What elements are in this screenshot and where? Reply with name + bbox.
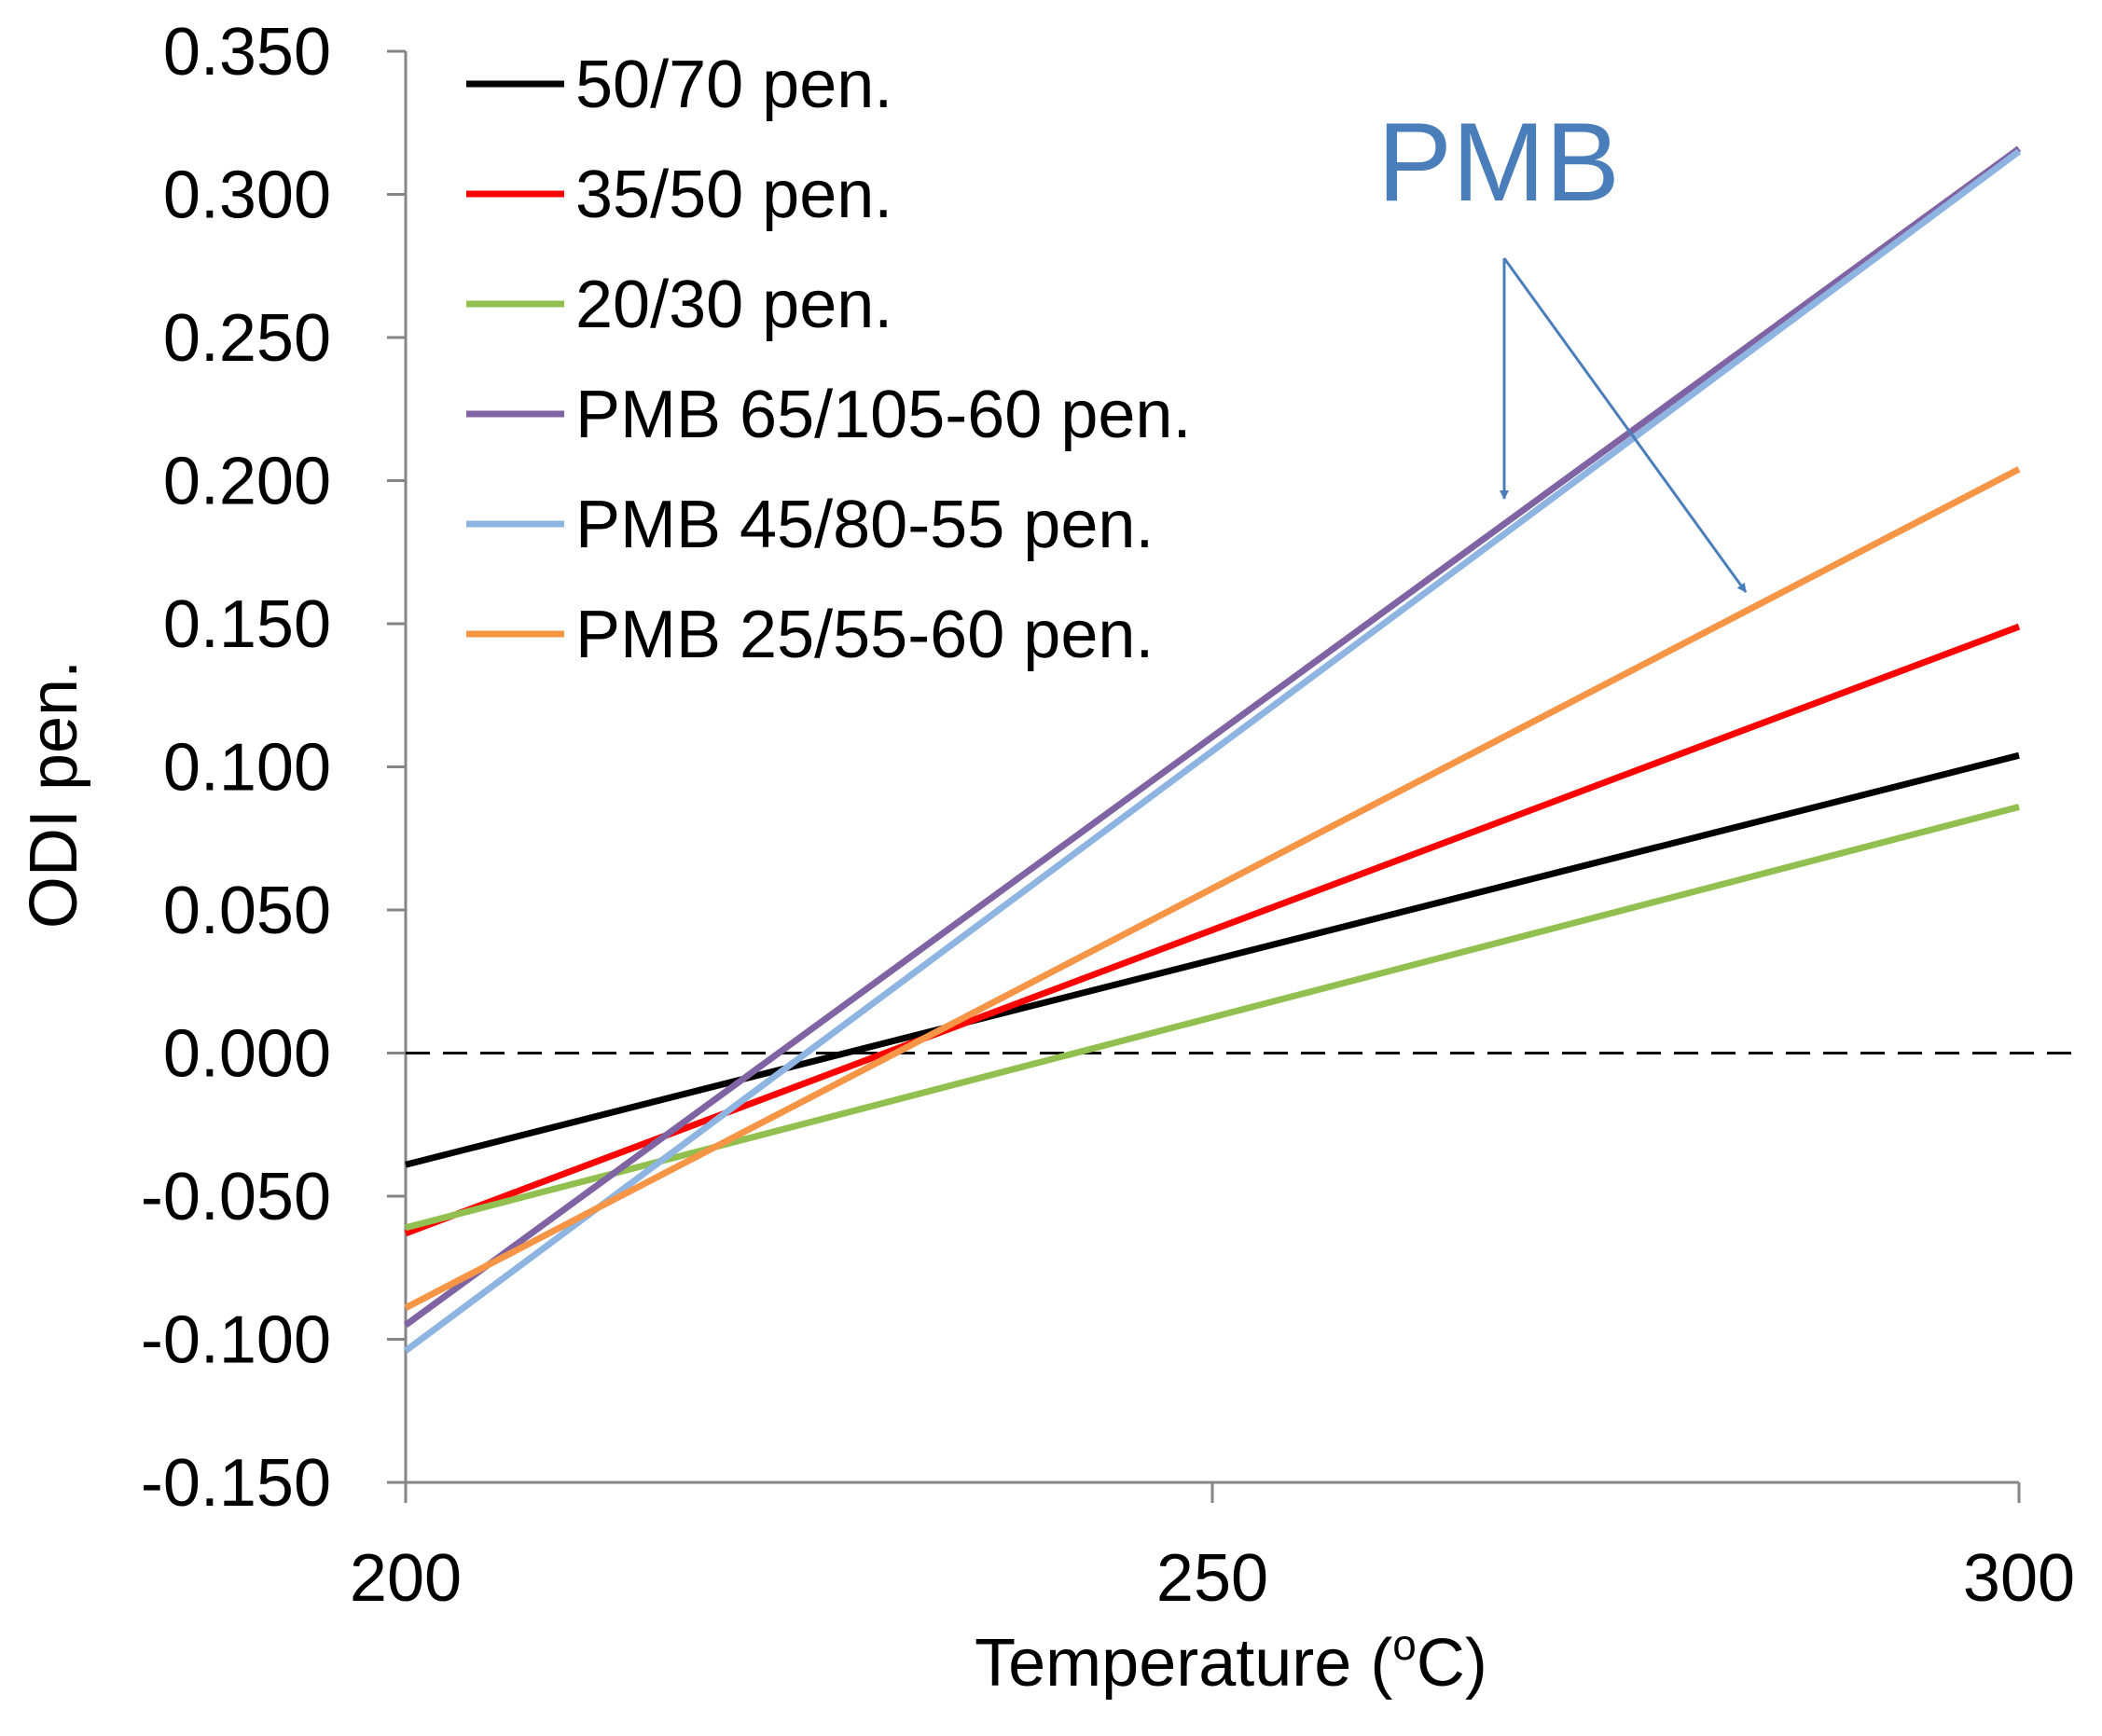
legend-label: 35/50 pen. — [575, 158, 892, 232]
y-tick-label: -0.100 — [141, 1303, 331, 1378]
series-line-pmb-25-55-60-pen — [404, 466, 2021, 1311]
legend: 50/70 pen. 35/50 pen. 20/30 pen. PMB 65/105… — [466, 48, 1191, 672]
y-tick-label: 0.300 — [163, 158, 331, 233]
series-line-pmb-45-80-55-pen — [403, 148, 2022, 1354]
y-tick-label: 0.350 — [163, 15, 331, 90]
pmb-annotation-label: PMB — [1377, 100, 1620, 225]
series-line-pmb-65-105-60-pen — [403, 145, 2022, 1328]
x-axis-title-superscript: o — [1392, 1620, 1417, 1669]
y-axis-title: ODI pen. — [17, 660, 91, 929]
axes — [404, 51, 2084, 1484]
y-tick-label: 0.000 — [163, 1017, 331, 1092]
pmb-arrow-diagonal — [1502, 257, 1748, 593]
y-axis-ticks: -0.150 -0.100 -0.050 0.000 0.050 0.100 0.150 0.… — [141, 15, 406, 1521]
x-tick-label: 250 — [1156, 1541, 1268, 1616]
x-axis-title: Temperature (oC) — [975, 1620, 1487, 1701]
pmb-annotation: PMB — [1377, 100, 1748, 593]
legend-label: 50/70 pen. — [575, 48, 892, 122]
y-tick-label: 0.150 — [163, 587, 331, 662]
series-line-35-50-pen — [404, 623, 2021, 1237]
legend-label: PMB 45/80-55 pen. — [575, 488, 1154, 562]
y-tick-label: 0.250 — [163, 301, 331, 376]
y-tick-label: -0.050 — [141, 1160, 331, 1234]
series-line-50-70-pen — [405, 751, 2020, 1168]
y-tick-label: -0.150 — [141, 1446, 331, 1521]
y-tick-label: 0.100 — [163, 731, 331, 806]
x-axis-title-unit: C) — [1417, 1626, 1487, 1701]
x-axis-ticks: 200 250 300 — [350, 1482, 2075, 1616]
legend-label: PMB 25/55-60 pen. — [575, 598, 1154, 672]
series-lines — [403, 145, 2022, 1354]
legend-label: 20/30 pen. — [575, 268, 892, 342]
series-line-20-30-pen — [405, 804, 2020, 1232]
y-tick-label: 0.200 — [163, 445, 331, 519]
y-tick-label: 0.050 — [163, 874, 331, 948]
legend-label: PMB 65/105-60 pen. — [575, 378, 1191, 452]
x-tick-label: 200 — [350, 1541, 462, 1616]
x-tick-label: 300 — [1963, 1541, 2075, 1616]
